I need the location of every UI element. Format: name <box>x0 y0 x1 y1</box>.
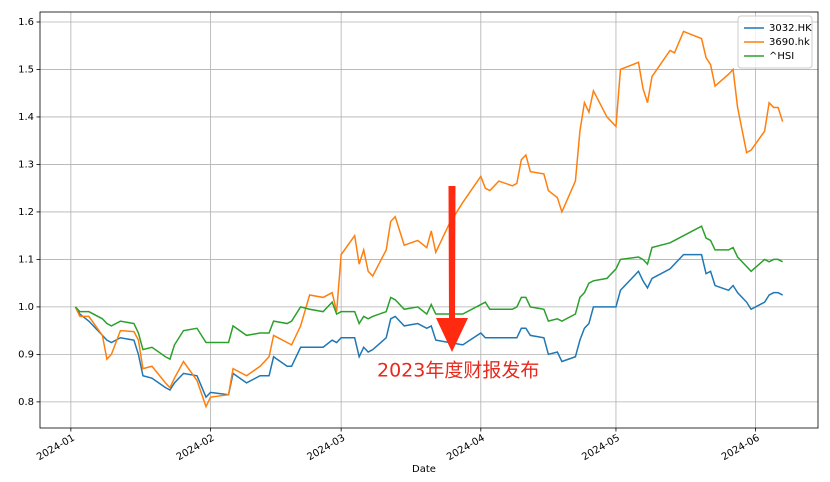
x-axis-label: Date <box>412 464 436 475</box>
x-tick-label: 2024-01 <box>35 433 77 463</box>
x-tick-label: 2024-04 <box>445 433 487 463</box>
annotation: 2023年度财报发布 <box>377 360 539 382</box>
legend-label: 3690.hk <box>769 37 810 48</box>
x-tick-label: 2024-02 <box>175 433 217 463</box>
y-tick-label: 1.3 <box>18 159 34 170</box>
arrow <box>436 186 468 352</box>
legend: 3032.HK 3690.hk ^HSI <box>737 15 813 69</box>
grid <box>40 12 818 428</box>
x-tick-label: 2024-03 <box>305 433 347 463</box>
y-tick-label: 1.5 <box>18 64 34 75</box>
y-tick-label: 1.1 <box>18 254 34 265</box>
y-tick-label: 1.6 <box>18 17 34 28</box>
axes-frame <box>39 11 819 429</box>
legend-box <box>737 15 813 69</box>
y-tick-label: 0.8 <box>18 397 34 408</box>
x-tick-label: 2024-06 <box>720 433 762 463</box>
series-line <box>74 30 784 409</box>
y-tick-label: 1.4 <box>18 112 34 123</box>
x-tick-label: 2024-05 <box>580 433 622 463</box>
arrow-shape <box>436 186 468 352</box>
y-tick-label: 1.0 <box>18 302 34 313</box>
y-tick-label: 0.9 <box>18 349 34 360</box>
series-line <box>74 225 783 361</box>
y-tick-label: 1.2 <box>18 207 34 218</box>
plot <box>74 30 784 409</box>
legend-label: 3032.HK <box>769 23 812 34</box>
legend-label: ^HSI <box>769 51 794 62</box>
